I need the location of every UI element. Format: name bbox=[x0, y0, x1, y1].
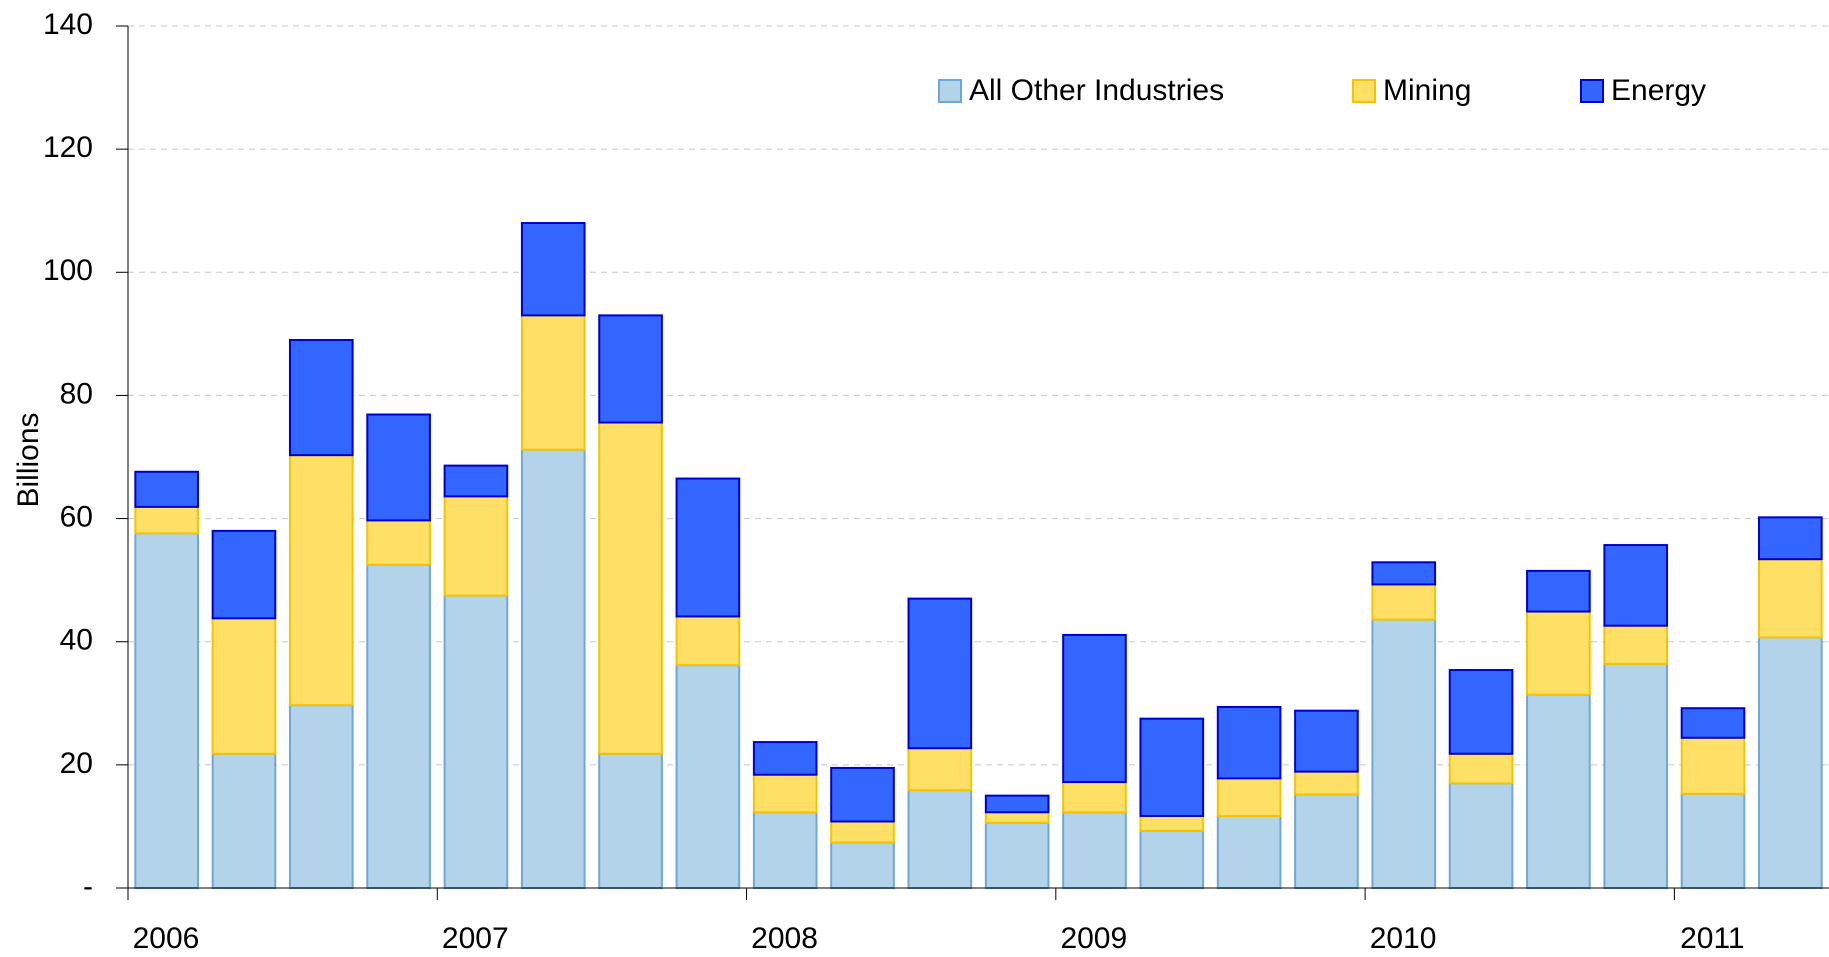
bar-segment bbox=[1448, 669, 1514, 755]
bar-segment bbox=[366, 413, 431, 522]
legend-swatch bbox=[1580, 79, 1604, 103]
x-tick-label: 2007 bbox=[442, 922, 509, 955]
bar-segment bbox=[211, 529, 277, 620]
legend-swatch bbox=[938, 79, 962, 103]
bar-segment bbox=[752, 741, 818, 776]
bar-segment bbox=[752, 773, 818, 814]
bar-segment bbox=[1448, 752, 1514, 785]
bar-segment bbox=[984, 811, 1050, 824]
bar-segment bbox=[598, 421, 663, 755]
bar-segment bbox=[1139, 814, 1205, 832]
bar-segment bbox=[211, 617, 277, 755]
y-tick-label: 40 bbox=[60, 624, 93, 657]
bar-segment bbox=[1216, 777, 1282, 817]
y-tick-label: 100 bbox=[43, 254, 93, 287]
bar-segment bbox=[907, 747, 973, 792]
bar-segment bbox=[830, 841, 895, 889]
bar-segment bbox=[1371, 561, 1437, 586]
y-tick-label: 80 bbox=[60, 377, 93, 410]
bar-segment bbox=[1448, 782, 1514, 889]
bar-segment bbox=[752, 811, 818, 890]
bar-segment bbox=[1216, 705, 1282, 780]
bar-segment bbox=[288, 704, 354, 890]
x-tick-label: 2008 bbox=[751, 922, 818, 955]
bar-segment bbox=[984, 821, 1050, 890]
bar-segment bbox=[1603, 624, 1669, 665]
y-tick-label: - bbox=[83, 870, 93, 903]
legend-label: All Other Industries bbox=[969, 74, 1224, 107]
bar-segment bbox=[1062, 633, 1127, 784]
y-tick-label: 60 bbox=[60, 500, 93, 533]
bar-segment bbox=[907, 789, 973, 890]
x-tick-label: 2006 bbox=[133, 922, 200, 955]
bar-segment bbox=[134, 470, 199, 508]
bar-segment bbox=[288, 339, 354, 457]
bar-segment bbox=[907, 597, 973, 750]
bar-segment bbox=[520, 222, 586, 317]
bar-segment bbox=[1603, 544, 1669, 627]
bar-segment bbox=[1139, 717, 1205, 817]
bar-segment bbox=[1216, 814, 1282, 889]
bar-segment bbox=[1680, 707, 1746, 739]
bar-segment bbox=[520, 314, 586, 451]
bar-segment bbox=[1758, 636, 1823, 890]
bar-segment bbox=[520, 448, 586, 889]
bar-segment bbox=[675, 477, 741, 618]
y-tick-label: 20 bbox=[60, 747, 93, 780]
bar-segment bbox=[598, 752, 663, 889]
bar-segment bbox=[1294, 709, 1359, 773]
legend-label: Energy bbox=[1611, 74, 1706, 107]
bar-segment bbox=[443, 464, 509, 498]
bar-segment bbox=[1526, 569, 1591, 613]
bar-segment bbox=[134, 505, 199, 535]
bar-segment bbox=[134, 532, 199, 889]
bar-segment bbox=[1062, 811, 1127, 890]
bar-segment bbox=[1139, 829, 1205, 890]
bar-segment bbox=[1294, 770, 1359, 796]
legend-swatch bbox=[1352, 79, 1376, 103]
bar-segment bbox=[443, 495, 509, 597]
bar-segment bbox=[443, 594, 509, 889]
bar-segment bbox=[366, 563, 431, 889]
bar-segment bbox=[1526, 610, 1591, 696]
bar-segment bbox=[830, 820, 895, 844]
bar-segment bbox=[1526, 693, 1591, 889]
legend-label: Mining bbox=[1383, 74, 1471, 107]
bar-segment bbox=[1603, 662, 1669, 889]
bar-segment bbox=[1371, 618, 1437, 889]
bar-segment bbox=[1758, 516, 1823, 561]
bar-segment bbox=[211, 752, 277, 889]
bar-segment bbox=[1371, 583, 1437, 621]
bar-segment bbox=[288, 454, 354, 707]
bar-segment bbox=[675, 615, 741, 667]
y-axis-label: Billions bbox=[12, 412, 45, 507]
bar-segment bbox=[830, 766, 895, 823]
bar-segment bbox=[366, 519, 431, 566]
bar-segment bbox=[1680, 736, 1746, 795]
bar-segment bbox=[1294, 793, 1359, 890]
bar-segment bbox=[598, 314, 663, 424]
bar-segment bbox=[984, 794, 1050, 814]
bar-segment bbox=[1758, 558, 1823, 639]
x-tick-label: 2010 bbox=[1370, 922, 1437, 955]
bar-segment bbox=[675, 664, 741, 890]
y-tick-label: 120 bbox=[43, 131, 93, 164]
x-tick-label: 2011 bbox=[1680, 922, 1745, 955]
bar-segment bbox=[1062, 781, 1127, 814]
bar-segment bbox=[1680, 792, 1746, 889]
x-tick-label: 2009 bbox=[1060, 922, 1127, 955]
y-tick-label: 140 bbox=[43, 8, 93, 41]
